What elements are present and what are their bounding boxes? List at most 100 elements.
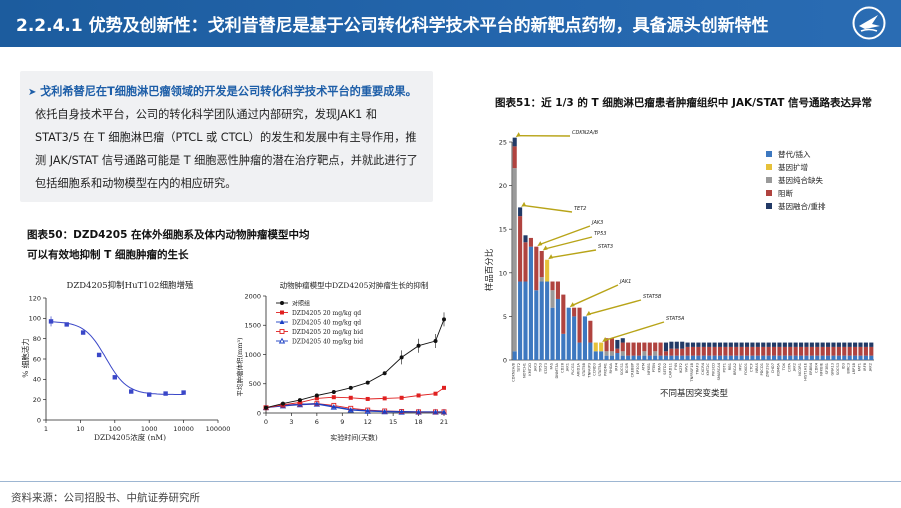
mutation-bar-segment (782, 346, 787, 356)
mutation-category-label: FAS (550, 362, 554, 369)
mutation-bar-segment (588, 342, 593, 360)
mutation-bar-segment (863, 346, 868, 356)
mutation-category-label: JAK1 (566, 363, 570, 372)
mutation-bar-segment (642, 342, 647, 352)
mutation-category-label: CARD11 (668, 363, 672, 378)
mutation-bar-segment (626, 342, 631, 356)
mutation-annotation-label: TP53 (594, 231, 606, 237)
mutation-bar-segment (815, 355, 820, 360)
mutation-bar-segment (669, 355, 674, 360)
mutation-y-tick-label: 10 (499, 269, 507, 277)
mutation-bar-segment (826, 346, 831, 356)
mutation-bar-segment (739, 355, 744, 360)
mutation-bar-segment (836, 342, 841, 347)
mutation-bar-segment (777, 342, 782, 347)
dose-y-tick-label: 40 (33, 376, 41, 384)
tumor-data-point (382, 396, 387, 401)
mutation-category-label: ATM (641, 363, 645, 370)
tumor-data-point (348, 395, 353, 400)
tumor-x-tick-label: 3 (289, 418, 293, 426)
dose-data-point (147, 392, 152, 397)
mutation-bar-segment (539, 277, 544, 282)
mutation-category-label: NFKBIE (820, 362, 824, 376)
mutation-bar-segment (815, 342, 820, 347)
tumor-chart-title: 动物肿瘤模型中DZD4205对肿瘤生长的抑制 (280, 280, 429, 290)
dose-x-tick-label: 10000 (173, 425, 194, 433)
mutation-category-label: NCOR1 (798, 363, 802, 376)
mutation-bar-segment (809, 346, 814, 356)
mutation-bar-segment (615, 348, 620, 354)
mutation-bar-segment (577, 307, 582, 343)
mutation-category-label: IRF4 (614, 362, 618, 371)
tumor-data-point (399, 409, 405, 414)
mutation-bar-segment (566, 307, 571, 360)
dose-data-point (181, 390, 186, 395)
mutation-category-label: ZNF292 (766, 363, 770, 377)
mutation-bar-segment (642, 355, 647, 360)
mutation-y-tick-label: 0 (503, 357, 507, 365)
tumor-legend-label: DZD4205 40 mg/kg bid (292, 338, 363, 345)
mutation-bar-segment (707, 346, 712, 356)
mutation-bar-segment (804, 342, 809, 347)
dose-y-tick-label: 20 (33, 396, 41, 404)
mutation-bar-segment (545, 281, 550, 360)
mutation-legend-label: 基因扩增 (778, 162, 808, 172)
mutation-bar-segment (528, 237, 533, 247)
tumor-data-point (442, 317, 446, 322)
mutation-category-label: RHOA (609, 362, 613, 373)
tumor-data-point (314, 396, 319, 401)
mutation-bar-segment (550, 281, 555, 291)
mutation-bar-segment (588, 320, 593, 343)
mutation-category-label: KMT2C (706, 363, 710, 376)
mutation-bar-segment (761, 342, 766, 347)
mutation-bar-segment (799, 355, 804, 360)
mutation-bar-segment (680, 341, 685, 349)
mutation-category-label: RB1 (728, 363, 732, 370)
tumor-chart-ylabel: 平均肿瘤体积(mm³) (235, 337, 244, 396)
tumor-data-point (365, 396, 370, 401)
mutation-bar-segment (755, 346, 760, 356)
mutation-bar-segment (669, 348, 674, 356)
mutation-bar-segment (674, 341, 679, 349)
summary-line: 依托自身技术平台，公司的转化科学团队通过内部研究，发现JAK1 和 (35, 108, 378, 121)
mutation-category-label: EP300 (636, 362, 640, 374)
tumor-data-point (442, 385, 446, 390)
mutation-bar-segment (685, 346, 690, 356)
dose-fit-curve (50, 321, 184, 395)
mutation-category-label: ARID1A (577, 362, 581, 376)
dose-data-point (64, 322, 69, 327)
mutation-bar-segment (539, 251, 544, 278)
mutation-bar-segment (582, 316, 587, 360)
mutation-annotation-arrow (544, 236, 593, 250)
mutation-bar-segment (604, 355, 609, 360)
mutation-bar-segment (690, 346, 696, 356)
tumor-x-tick-label: 21 (440, 418, 448, 426)
tumor-data-point (365, 380, 370, 385)
mutation-bar-segment (663, 355, 669, 360)
mutation-category-label: CDKN2A/B (512, 362, 516, 381)
mutation-annotation-label: STAT3 (598, 244, 613, 250)
mutation-legend-swatch (766, 151, 772, 157)
dose-y-tick-label: 100 (29, 315, 41, 323)
mutation-bar-segment (847, 342, 852, 347)
mutation-bar-segment (782, 342, 787, 347)
mutation-bar-segment (690, 355, 696, 360)
mutation-bar-segment (869, 355, 874, 360)
mutation-bar-segment (615, 339, 620, 349)
mutation-bar-segment (842, 346, 847, 356)
mutation-bar-segment (642, 351, 647, 356)
mutation-category-label: FAT1 (857, 363, 861, 371)
mutation-bar-segment (701, 346, 706, 356)
mutation-bar-segment (701, 355, 706, 360)
mutation-bar-segment (755, 355, 760, 360)
mutation-category-label: NFKB1 (647, 363, 651, 375)
mutation-bar-segment (717, 342, 723, 347)
tumor-data-point (416, 393, 421, 398)
tumor-data-point (280, 401, 285, 406)
mutation-bar-segment (615, 353, 620, 360)
mutation-annotation-arrow (550, 249, 597, 259)
mutation-bar-segment (572, 307, 577, 317)
mutation-bar-segment (561, 333, 566, 360)
mutation-category-label: STAT5A (598, 362, 602, 376)
dose-y-tick-label: 80 (33, 335, 41, 343)
